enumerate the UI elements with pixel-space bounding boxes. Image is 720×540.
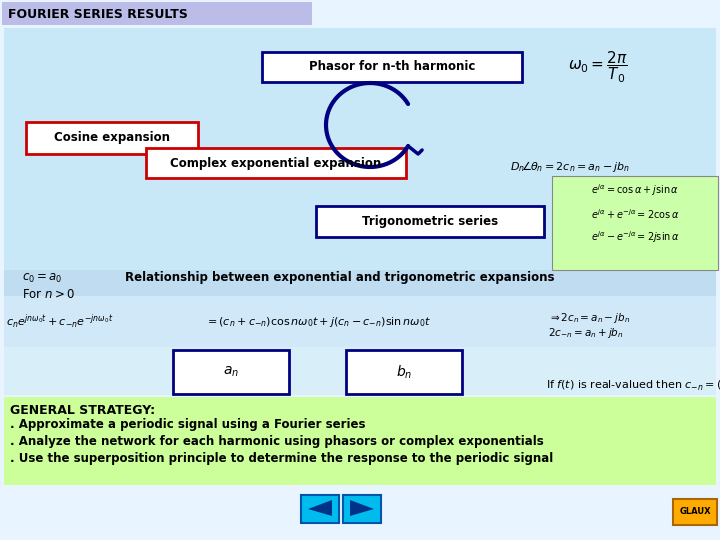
Text: $2c_{-n} = a_n + jb_n$: $2c_{-n} = a_n + jb_n$	[548, 326, 624, 340]
Text: Complex exponential expansion: Complex exponential expansion	[171, 157, 382, 170]
Text: $\Rightarrow 2c_n = a_n - jb_n$: $\Rightarrow 2c_n = a_n - jb_n$	[548, 311, 630, 325]
FancyBboxPatch shape	[346, 350, 462, 394]
FancyBboxPatch shape	[26, 122, 198, 154]
FancyBboxPatch shape	[316, 206, 544, 237]
FancyBboxPatch shape	[4, 397, 716, 485]
FancyBboxPatch shape	[4, 296, 716, 350]
FancyBboxPatch shape	[146, 148, 406, 178]
FancyBboxPatch shape	[301, 495, 339, 523]
Text: Relationship between exponential and trigonometric expansions: Relationship between exponential and tri…	[125, 272, 554, 285]
Text: $e^{j\alpha} + e^{-j\alpha} = 2\cos\alpha$: $e^{j\alpha} + e^{-j\alpha} = 2\cos\alph…	[590, 207, 679, 221]
Text: $D_n\!\angle\!\theta_n = 2c_n = a_n - jb_n$: $D_n\!\angle\!\theta_n = 2c_n = a_n - jb…	[510, 159, 630, 173]
Text: . Approximate a periodic signal using a Fourier series: . Approximate a periodic signal using a …	[10, 418, 366, 431]
FancyBboxPatch shape	[4, 347, 716, 395]
Text: . Analyze the network for each harmonic using phasors or complex exponentials: . Analyze the network for each harmonic …	[10, 435, 544, 448]
FancyBboxPatch shape	[4, 28, 716, 270]
FancyBboxPatch shape	[4, 270, 716, 300]
Text: If $f(t)$ is real-valued then $c_{-n} = (c_n)^*$: If $f(t)$ is real-valued then $c_{-n} = …	[546, 376, 720, 394]
FancyBboxPatch shape	[673, 499, 717, 525]
Text: GLAUX: GLAUX	[679, 508, 711, 516]
Text: Cosine expansion: Cosine expansion	[54, 132, 170, 145]
Text: GENERAL STRATEGY:: GENERAL STRATEGY:	[10, 404, 155, 417]
Text: $e^{j\alpha} = \cos\alpha + j\sin\alpha$: $e^{j\alpha} = \cos\alpha + j\sin\alpha$	[591, 182, 679, 198]
Text: $b_n$: $b_n$	[396, 363, 412, 381]
Text: Phasor for n-th harmonic: Phasor for n-th harmonic	[309, 60, 475, 73]
Text: FOURIER SERIES RESULTS: FOURIER SERIES RESULTS	[8, 8, 188, 21]
Text: $\omega_0 = \dfrac{2\pi}{T_0}$: $\omega_0 = \dfrac{2\pi}{T_0}$	[568, 49, 628, 85]
Text: $e^{j\alpha} - e^{-j\alpha} = 2j\sin\alpha$: $e^{j\alpha} - e^{-j\alpha} = 2j\sin\alp…	[590, 229, 680, 245]
FancyBboxPatch shape	[173, 350, 289, 394]
Text: . Use the superposition principle to determine the response to the periodic sign: . Use the superposition principle to det…	[10, 452, 553, 465]
FancyBboxPatch shape	[552, 176, 718, 270]
FancyBboxPatch shape	[343, 495, 381, 523]
Text: Trigonometric series: Trigonometric series	[362, 215, 498, 228]
Text: $a_n$: $a_n$	[223, 365, 239, 379]
Text: For $n > 0$: For $n > 0$	[22, 287, 75, 300]
Polygon shape	[308, 500, 332, 516]
Text: $= (c_n + c_{-n})\cos n\omega_0 t + j(c_n - c_{-n})\sin n\omega_0 t$: $= (c_n + c_{-n})\cos n\omega_0 t + j(c_…	[205, 315, 431, 329]
Text: $c_0 = a_0$: $c_0 = a_0$	[22, 272, 63, 285]
Text: $c_n e^{jn\omega_0 t} + c_{-n}e^{-jn\omega_0 t}$: $c_n e^{jn\omega_0 t} + c_{-n}e^{-jn\ome…	[6, 313, 113, 331]
FancyBboxPatch shape	[262, 52, 522, 82]
FancyBboxPatch shape	[2, 2, 312, 25]
Polygon shape	[350, 500, 374, 516]
